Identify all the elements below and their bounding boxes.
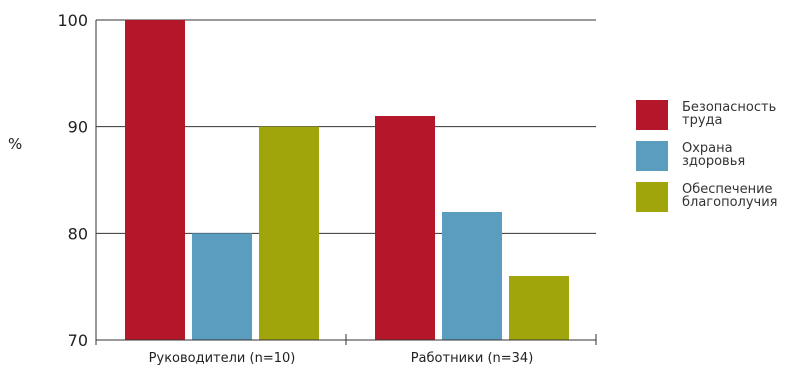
bar-1-2 bbox=[509, 276, 569, 340]
bar-1-1 bbox=[442, 212, 502, 340]
legend-label-health: Охрана здоровья bbox=[682, 141, 746, 169]
y-tick-label-70: 70 bbox=[68, 331, 88, 350]
tick-labels: 100 90 80 70 Руководители (n=10) Работники (n… bbox=[57, 11, 533, 366]
legend-item-wellbeing: Обеспечение благополучия bbox=[636, 182, 796, 212]
bar-0-0 bbox=[125, 20, 185, 340]
x-tick-label-1: Работники (n=34) bbox=[411, 351, 534, 366]
legend-item-health: Охрана здоровья bbox=[636, 141, 796, 171]
bar-1-0 bbox=[375, 116, 435, 340]
legend-item-safety: Безопасность труда bbox=[636, 100, 796, 130]
legend: Безопасность труда Охрана здоровья Обесп… bbox=[636, 100, 796, 223]
legend-swatch-safety bbox=[636, 100, 668, 130]
legend-swatch-health bbox=[636, 141, 668, 171]
y-axis-label: % bbox=[8, 135, 23, 153]
bar-0-2 bbox=[259, 126, 319, 341]
y-tick-label-100: 100 bbox=[57, 11, 88, 30]
bars bbox=[125, 20, 569, 341]
legend-swatch-wellbeing bbox=[636, 182, 668, 212]
x-tick-label-0: Руководители (n=10) bbox=[149, 351, 296, 366]
legend-label-wellbeing: Обеспечение благополучия bbox=[682, 182, 778, 210]
y-tick-label-90: 90 bbox=[68, 118, 88, 137]
legend-label-safety: Безопасность труда bbox=[682, 100, 777, 128]
axes bbox=[95, 20, 597, 345]
y-tick-label-80: 80 bbox=[68, 224, 88, 243]
bar-0-1 bbox=[192, 233, 252, 340]
